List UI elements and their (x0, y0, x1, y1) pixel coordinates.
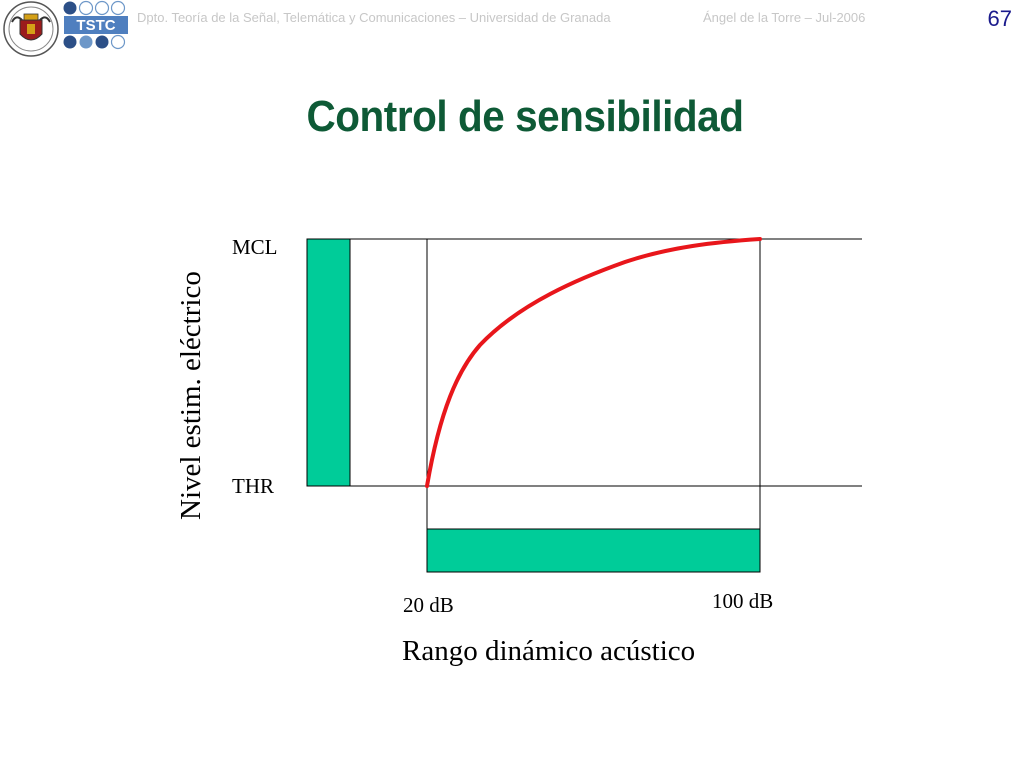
x-axis-label: Rango dinámico acústico (402, 635, 695, 667)
x-start-label: 20 dB (403, 593, 454, 617)
header-author-date: Ángel de la Torre – Jul-2006 (703, 10, 866, 25)
compression-curve (425, 237, 762, 488)
electric-range-bar (306, 238, 351, 487)
mcl-label: MCL (232, 235, 278, 259)
slide-header: TSTC Dpto. Teoría de la Señal, Telemátic… (0, 0, 1024, 57)
tstc-logo-icon: TSTC (63, 0, 128, 50)
acoustic-range-bar (426, 528, 761, 573)
slide-title: Control de sensibilidad (306, 92, 744, 141)
university-crest-icon (3, 1, 59, 57)
x-end-label: 100 dB (712, 589, 773, 613)
tstc-logo-text: TSTC (76, 17, 115, 34)
page-number: 67 (987, 6, 1012, 31)
thr-label: THR (232, 474, 274, 498)
header-department-text: Dpto. Teoría de la Señal, Telemática y C… (137, 10, 611, 25)
y-axis-label: Nivel estim. eléctrico (175, 271, 207, 520)
